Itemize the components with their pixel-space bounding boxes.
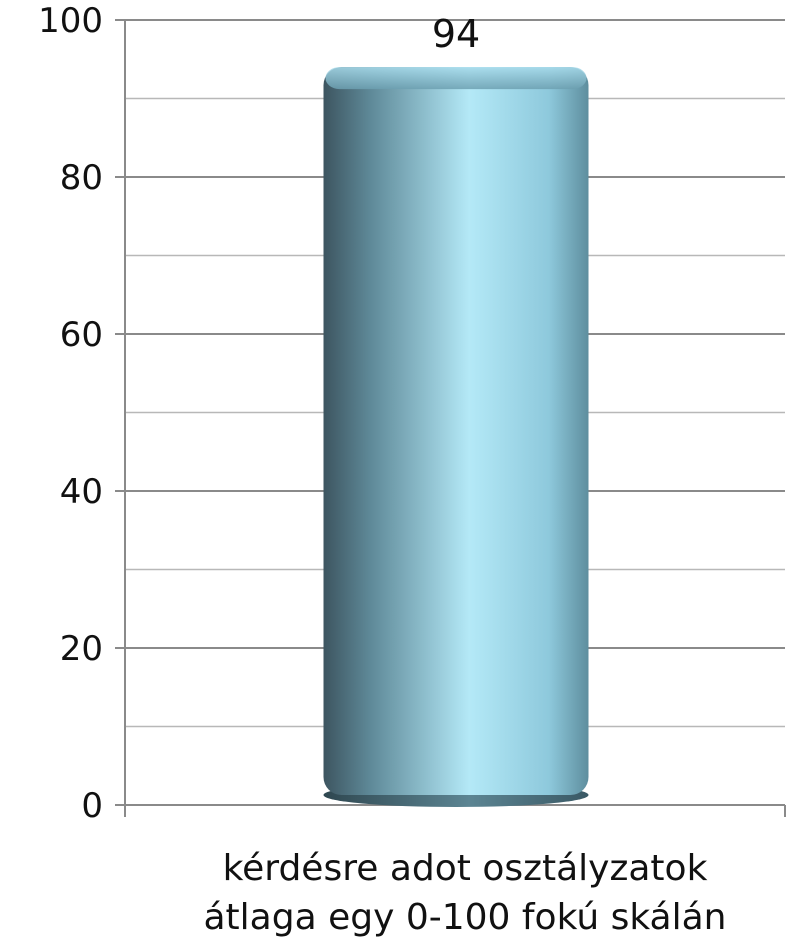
x-category-label: kérdésre adot osztályzatok átlaga egy 0-1… xyxy=(203,848,726,938)
y-tick-label: 100 xyxy=(38,1,103,41)
y-tick-label: 20 xyxy=(60,629,103,669)
bars xyxy=(323,67,589,807)
labels: 0 20 40 60 80 100 94 kérdésre adot osztályzatok… xyxy=(38,1,726,938)
y-tick-label: 0 xyxy=(81,786,103,826)
y-tick-label: 40 xyxy=(60,472,103,512)
bar xyxy=(323,67,589,807)
y-tick-label: 80 xyxy=(60,158,103,198)
bar-body xyxy=(323,67,589,796)
category-label-line: átlaga egy 0-100 fokú skálán xyxy=(203,897,726,938)
data-label: 94 xyxy=(432,12,480,56)
category-label-line: kérdésre adot osztályzatok xyxy=(223,848,708,889)
bar-cap xyxy=(325,67,587,90)
y-tick-label: 60 xyxy=(60,315,103,355)
